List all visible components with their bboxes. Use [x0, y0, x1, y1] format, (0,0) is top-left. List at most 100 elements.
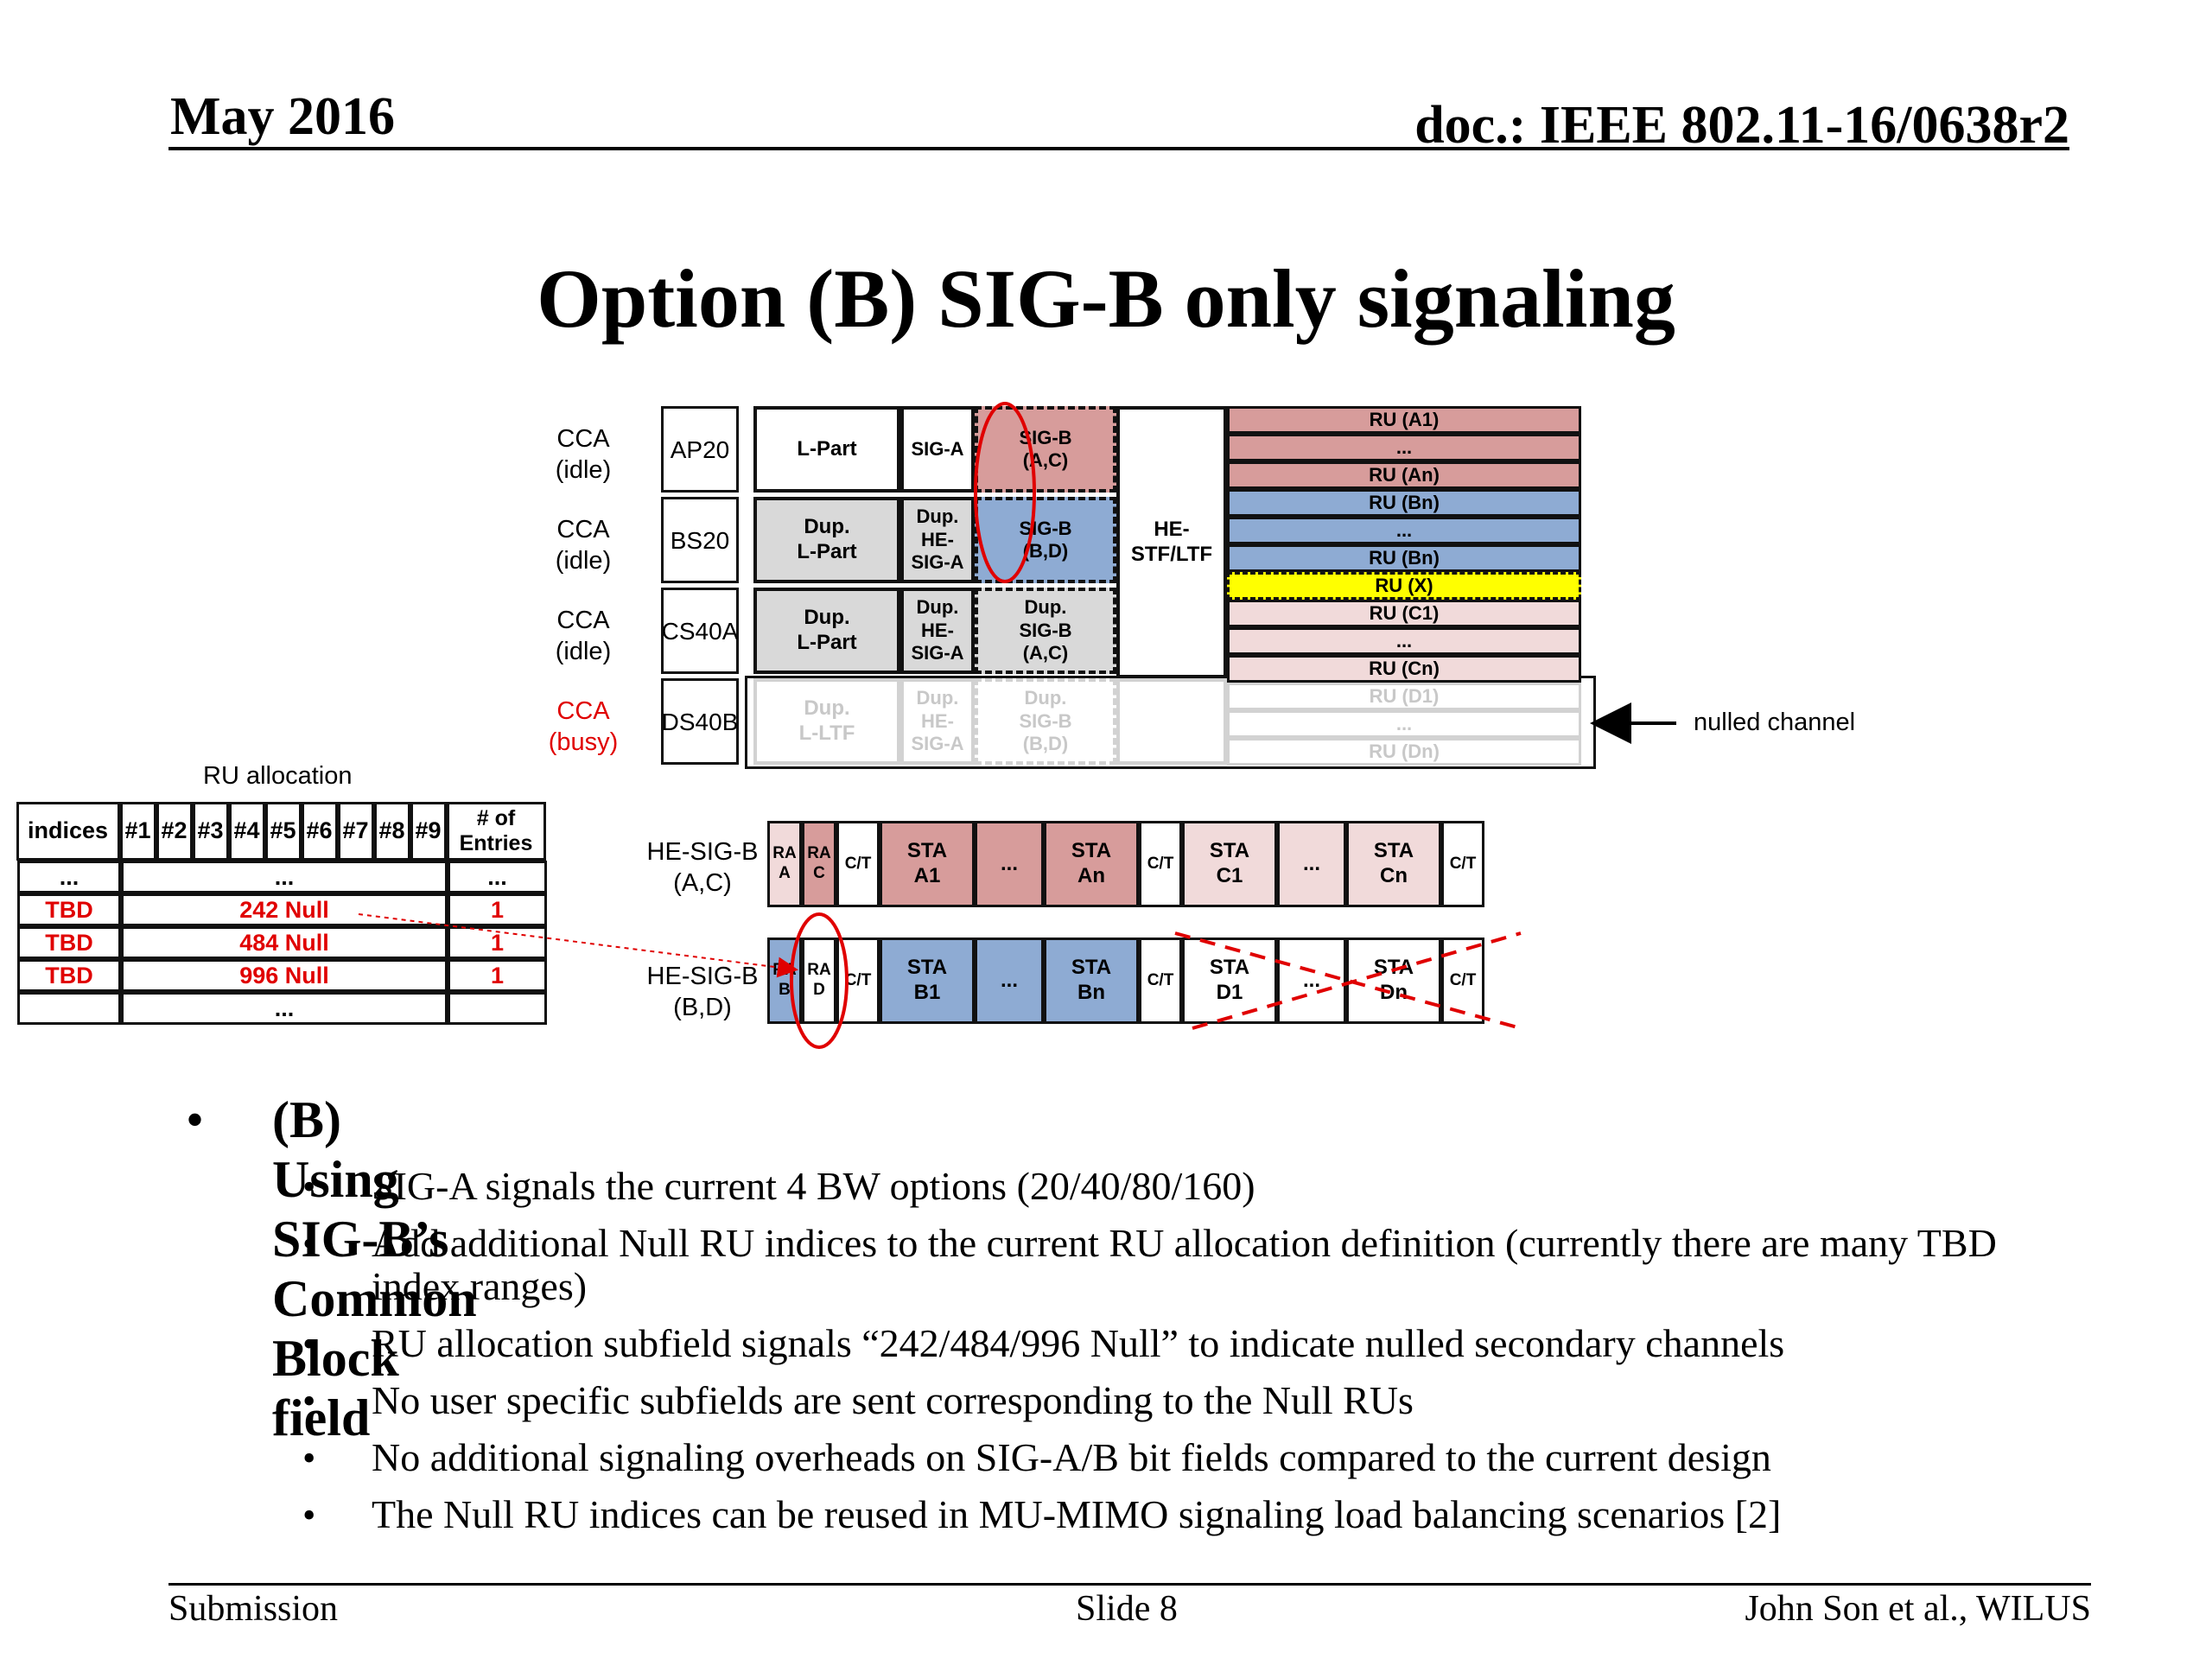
ru-row: RU (C1) — [1227, 600, 1581, 627]
cross-line-1 — [1174, 931, 1522, 1030]
ru-table-index: TBD — [17, 926, 121, 959]
ru-table-header: #8 — [373, 802, 410, 861]
footer-right: John Son et al., WILUS — [1745, 1589, 2091, 1629]
bullet-item: SIG-A signals the current 4 BW options (… — [372, 1164, 1255, 1208]
ru-table-entries — [448, 992, 547, 1025]
he-stf-ltf-null — [1116, 678, 1227, 765]
channel-box: B S20 — [661, 497, 739, 583]
ru-row: ... — [1227, 517, 1581, 544]
sigb-bd-field: STA Dn — [1346, 938, 1441, 1024]
sigb-ac-field: ... — [975, 821, 1044, 907]
cca-state: (idle) — [555, 456, 612, 485]
ru-table-header: #3 — [192, 802, 229, 861]
channel-sub: S40B — [678, 708, 739, 735]
cca-label: CCA (idle) — [536, 423, 631, 486]
ru-table-index: TBD — [17, 893, 121, 926]
sig-a-field: SIG-A — [900, 406, 975, 493]
sig-b-field: SIG-B (B,D) — [975, 497, 1116, 583]
he-sig-b-bd-label: HE-SIG-B (B,D) — [646, 963, 759, 1022]
sigb-bd-field: C/T — [836, 938, 880, 1024]
cca-text: CCA — [556, 697, 610, 725]
ru-table-entries: 1 — [448, 893, 547, 926]
cca-label: CCA (busy) — [536, 696, 631, 759]
ru-table-entries: ... — [448, 861, 547, 893]
ru-row: RU (Dn) — [1227, 738, 1581, 766]
sigb-bd-field: STA B1 — [880, 938, 975, 1024]
he-stf-ltf-field: HE- STF/LTF — [1116, 406, 1227, 678]
channel-box: D S40B — [661, 678, 739, 765]
nulled-channel-label: nulled channel — [1694, 709, 1856, 736]
footer-left: Submission — [168, 1589, 339, 1629]
footer-rule — [168, 1583, 2091, 1586]
ru-table-index: ... — [17, 861, 121, 893]
bullet-dot: • — [302, 1380, 316, 1422]
sigb-ac-field: STA Cn — [1346, 821, 1441, 907]
sigb-bd-field: RA D — [802, 938, 836, 1024]
ru-table-header: #9 — [410, 802, 447, 861]
ru-row: ... — [1227, 627, 1581, 655]
ru-row: RU (Bn) — [1227, 544, 1581, 572]
cca-state: (idle) — [555, 547, 612, 575]
ru-row: RU (D1) — [1227, 683, 1581, 710]
sigb-ac-field: STA C1 — [1182, 821, 1277, 907]
channel-letter: A — [670, 435, 687, 463]
bullet-dot: • — [302, 1166, 316, 1208]
channel-letter: D — [661, 708, 679, 735]
ru-row: RU (Cn) — [1227, 655, 1581, 683]
ru-row: RU (Bn) — [1227, 489, 1581, 517]
ru-row: RU (An) — [1227, 461, 1581, 489]
channel-letter: C — [661, 617, 679, 645]
sigb-ac-field: C/T — [1139, 821, 1182, 907]
ru-table-value: 996 Null — [121, 959, 448, 992]
ru-row: ... — [1227, 710, 1581, 738]
ru-table-value: ... — [121, 861, 448, 893]
bullet-dot: • — [186, 1091, 205, 1148]
sig-a-field: Dup. HE- SIG-A — [900, 678, 975, 765]
sigb-bd-field: ... — [1277, 938, 1346, 1024]
sigb-ac-field: C/T — [836, 821, 880, 907]
sigb-ac-field: RA A — [767, 821, 802, 907]
ru-table-entries: 1 — [448, 926, 547, 959]
l-part-field: Dup. L-Part — [753, 588, 900, 674]
l-part-field: Dup. L-LTF — [753, 678, 900, 765]
ru-table-header: #2 — [156, 802, 193, 861]
sigb-highlight-ellipse — [974, 402, 1036, 583]
ru-table-value: 484 Null — [121, 926, 448, 959]
ru-table-header: #6 — [301, 802, 338, 861]
sigb-ac-field: STA A1 — [880, 821, 975, 907]
ru-table-header: #7 — [337, 802, 374, 861]
ru-row: RU (A1) — [1227, 406, 1581, 434]
ru-table-header: #4 — [228, 802, 265, 861]
l-part-field: L-Part — [753, 406, 900, 493]
channel-letter: B — [670, 526, 687, 554]
ru-table-index: TBD — [17, 959, 121, 992]
sig-b-field: Dup. SIG-B (B,D) — [975, 678, 1116, 765]
sig-a-field: Dup. HE- SIG-A — [900, 497, 975, 583]
channel-sub: S20 — [686, 526, 730, 554]
channel-sub: P20 — [686, 435, 730, 463]
sigb-bd-field: RA B — [767, 938, 802, 1024]
bullet-item: RU allocation subfield signals “242/484/… — [372, 1321, 1785, 1365]
channel-box: A P20 — [661, 406, 739, 493]
cca-text: CCA — [556, 516, 610, 543]
cca-state: (busy) — [548, 728, 619, 757]
l-part-field: Dup. L-Part — [753, 497, 900, 583]
ru-table-index — [17, 992, 121, 1025]
sigb-bd-field: STA D1 — [1182, 938, 1277, 1024]
bullet-item: No additional signaling overheads on SIG… — [372, 1435, 1771, 1479]
sigb-ac-field: STA An — [1044, 821, 1139, 907]
cca-text: CCA — [556, 607, 610, 634]
bullet-main: (B) Using SIG-B’s Common Block field — [272, 1091, 477, 1446]
cca-label: CCA (idle) — [536, 514, 631, 577]
ru-table-value: 242 Null — [121, 893, 448, 926]
sigb-bd-field: ... — [975, 938, 1044, 1024]
sigb-bd-field: C/T — [1441, 938, 1484, 1024]
slide-title: Option (B) SIG-B only signaling — [537, 252, 1675, 345]
footer-slide-number: Slide 8 — [1076, 1589, 1178, 1629]
ru-table-entries: 1 — [448, 959, 547, 992]
sigb-ac-field: RA C — [802, 821, 836, 907]
header-rule — [168, 147, 2069, 150]
sig-b-field: SIG-B (A,C) — [975, 406, 1116, 493]
channel-sub: S40A — [678, 617, 739, 645]
